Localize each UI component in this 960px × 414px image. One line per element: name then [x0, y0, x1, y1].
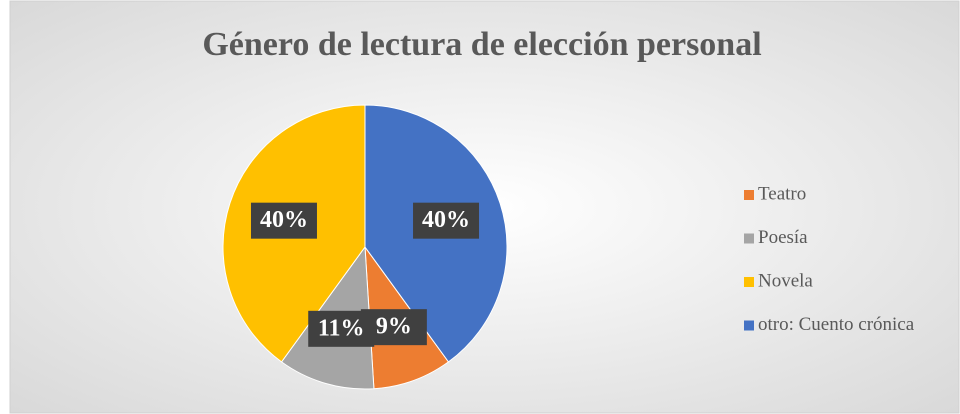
- data-label: 40%: [413, 202, 480, 239]
- data-label-text: 11%: [318, 315, 365, 341]
- legend-label: otro: Cuento crónica: [758, 314, 915, 335]
- data-label: 40%: [250, 202, 317, 239]
- data-label-text: 40%: [422, 207, 470, 233]
- data-label-box: [308, 310, 375, 347]
- data-label-box: [250, 202, 317, 239]
- legend-label: Poesía: [758, 227, 808, 248]
- data-label-box: [413, 202, 480, 239]
- legend-swatch: [744, 190, 754, 200]
- data-label: 11%: [308, 310, 375, 347]
- data-label-text: 40%: [260, 207, 308, 233]
- legend-swatch: [744, 320, 754, 331]
- chart-title: Género de lectura de elección personal: [202, 26, 761, 63]
- legend-swatch: [744, 277, 754, 287]
- data-label-text: 9%: [376, 314, 412, 340]
- legend-swatch: [744, 233, 754, 244]
- legend-label: Teatro: [758, 183, 806, 204]
- legend-label: Novela: [758, 270, 813, 291]
